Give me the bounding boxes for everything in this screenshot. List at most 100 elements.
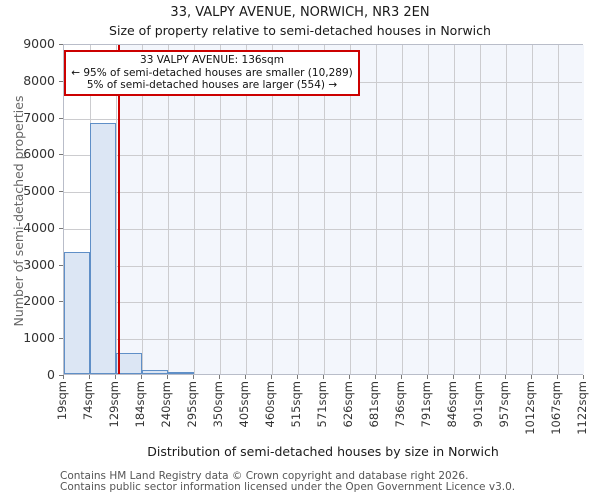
chart-title: 33, VALPY AVENUE, NORWICH, NR3 2EN [170, 5, 430, 20]
x-tick-mark [244, 375, 246, 379]
gridline-vertical [506, 45, 508, 374]
x-tick-mark [88, 375, 90, 379]
y-tick-label: 6000 [23, 146, 55, 162]
x-tick-label: 74sqm [81, 381, 97, 423]
annotation-line-1: 33 VALPY AVENUE: 136sqm [140, 54, 284, 66]
y-tick-mark [59, 227, 63, 229]
histogram-bar [64, 251, 90, 374]
x-tick-label-text: 129sqm [106, 381, 121, 428]
gridline-vertical [245, 45, 247, 374]
y-tick-mark [59, 154, 63, 156]
gridline-horizontal [64, 302, 582, 304]
y-tick-label: 9000 [23, 36, 55, 51]
histogram-bar [141, 370, 169, 374]
gridline-horizontal [64, 192, 582, 194]
gridline-horizontal [64, 228, 582, 230]
gridline-vertical [141, 45, 143, 374]
x-tick-label-text: 736sqm [393, 381, 408, 428]
gridline-vertical [324, 45, 326, 374]
x-tick-label-text: 1067sqm [549, 381, 564, 435]
x-tick-label: 681sqm [367, 381, 383, 430]
property-marker-line [118, 45, 121, 374]
x-tick-label: 515sqm [289, 381, 305, 430]
gridline-horizontal [64, 118, 582, 120]
x-tick-label-text: 350sqm [211, 381, 226, 428]
y-tick-mark [59, 117, 63, 119]
x-tick-label: 957sqm [497, 381, 513, 430]
y-tick-mark [59, 301, 63, 303]
gridline-vertical [453, 45, 455, 374]
x-tick-mark [323, 375, 325, 379]
x-tick-label-text: 571sqm [315, 381, 330, 428]
y-tick-label: 3000 [23, 256, 55, 272]
x-tick-label-text: 846sqm [444, 381, 459, 428]
x-tick-mark [557, 375, 559, 379]
annotation-line-3: 5% of semi-detached houses are larger (5… [86, 79, 338, 91]
x-tick-label: 1067sqm [549, 381, 565, 438]
x-tick-label: 184sqm [133, 381, 149, 430]
gridline-vertical [297, 45, 299, 374]
x-tick-label-text: 19sqm [55, 381, 69, 421]
x-tick-label-text: 1012sqm [523, 381, 538, 435]
x-tick-label-text: 240sqm [159, 381, 174, 428]
x-tick-mark [531, 375, 533, 379]
gridline-horizontal [64, 265, 582, 267]
x-tick-label-text: 957sqm [497, 381, 512, 428]
x-tick-label-text: 626sqm [341, 381, 356, 428]
y-tick-label: 4000 [23, 219, 55, 235]
y-tick-mark [59, 191, 63, 193]
gridline-vertical [168, 45, 170, 374]
x-tick-mark [583, 375, 584, 379]
y-tick-mark [59, 44, 63, 45]
x-axis-label: Distribution of semi-detached houses by … [147, 444, 499, 459]
x-tick-mark [63, 375, 64, 379]
x-tick-label: 19sqm [55, 381, 71, 423]
gridline-vertical [115, 45, 117, 374]
x-tick-mark [270, 375, 272, 379]
annotation-line-2: ← 95% of semi-detached houses are smalle… [71, 66, 353, 79]
x-tick-label: 901sqm [471, 381, 487, 430]
gridline-vertical [271, 45, 273, 374]
x-tick-label: 571sqm [315, 381, 331, 430]
x-tick-mark [219, 375, 221, 379]
x-tick-label-text: 460sqm [262, 381, 277, 428]
x-tick-label: 405sqm [237, 381, 253, 430]
y-tick-label: 8000 [23, 72, 55, 88]
annotation-box: 33 VALPY AVENUE: 136sqm ← 95% of semi-de… [64, 50, 360, 96]
x-tick-mark [452, 375, 454, 379]
y-tick-label: 0 [47, 367, 55, 382]
x-tick-label: 791sqm [419, 381, 435, 430]
histogram-bar [115, 352, 142, 374]
x-tick-mark [375, 375, 377, 379]
x-tick-mark [140, 375, 142, 379]
x-tick-label-text: 791sqm [418, 381, 433, 428]
gridline-vertical [532, 45, 534, 374]
x-tick-label: 846sqm [445, 381, 461, 430]
gridline-vertical [402, 45, 404, 374]
gridline-vertical [220, 45, 222, 374]
x-tick-label: 350sqm [211, 381, 227, 430]
y-tick-label: 7000 [23, 109, 55, 125]
gridline-horizontal [64, 339, 582, 341]
x-tick-label: 1012sqm [523, 381, 539, 438]
x-tick-mark [349, 375, 351, 379]
gridline-vertical [376, 45, 378, 374]
x-tick-label: 626sqm [341, 381, 357, 430]
histogram-bar [89, 122, 116, 374]
histogram-bar [168, 372, 195, 374]
footer-line-2: Contains public sector information licen… [60, 481, 516, 493]
y-tick-label: 5000 [23, 183, 55, 199]
y-tick-label: 2000 [23, 293, 55, 309]
x-tick-label: 240sqm [159, 381, 175, 430]
x-tick-mark [167, 375, 169, 379]
gridline-vertical [558, 45, 560, 374]
x-tick-label: 129sqm [107, 381, 123, 430]
x-tick-label-text: 405sqm [236, 381, 251, 428]
x-tick-label-text: 515sqm [288, 381, 303, 428]
y-tick-mark [59, 264, 63, 266]
x-tick-label-text: 681sqm [367, 381, 382, 428]
x-tick-label: 460sqm [263, 381, 279, 430]
x-tick-label-text: 74sqm [80, 381, 95, 421]
gridline-vertical [427, 45, 429, 374]
y-tick-label: 1000 [23, 330, 55, 346]
